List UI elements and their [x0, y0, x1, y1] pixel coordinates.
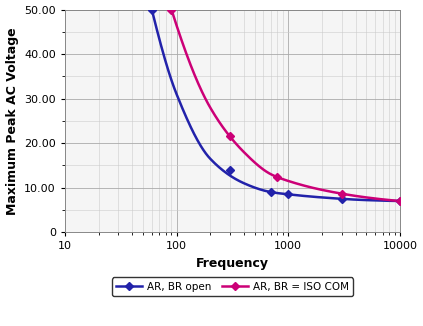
AR, BR = ISO COM: [275, 174, 280, 178]
Line: AR, BR open: AR, BR open: [149, 7, 403, 204]
AR, BR open: [397, 199, 402, 203]
AR, BR = ISO COM: [397, 199, 402, 203]
AR, BR open: [149, 7, 154, 11]
Y-axis label: Maximum Peak AC Voltage: Maximum Peak AC Voltage: [5, 27, 19, 215]
AR, BR = ISO COM: [227, 135, 232, 139]
Legend: AR, BR open, AR, BR = ISO COM: AR, BR open, AR, BR = ISO COM: [112, 277, 353, 296]
Line: AR, BR = ISO COM: AR, BR = ISO COM: [169, 7, 403, 204]
AR, BR = ISO COM: [169, 7, 174, 11]
AR, BR open: [227, 168, 232, 172]
AR, BR = ISO COM: [339, 192, 344, 196]
AR, BR open: [269, 190, 274, 194]
AR, BR open: [286, 192, 291, 196]
AR, BR open: [339, 197, 344, 201]
X-axis label: Frequency: Frequency: [196, 257, 269, 270]
